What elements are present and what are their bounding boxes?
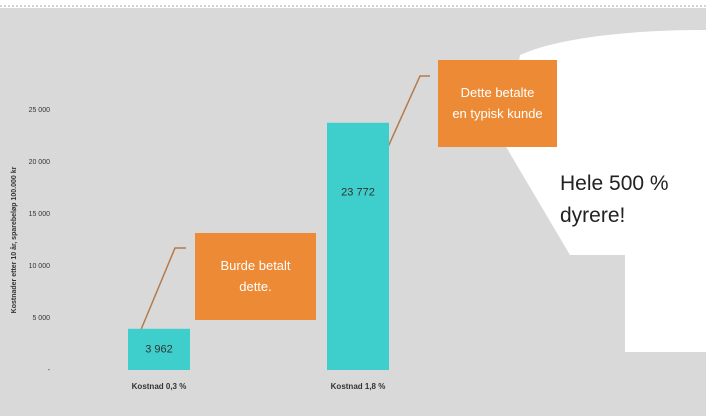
connector xyxy=(139,247,186,333)
y-tick-label: 15 000 xyxy=(29,211,51,218)
annotation: Dette betalte en typisk kunde xyxy=(438,60,557,147)
bar xyxy=(128,328,190,370)
y-tick-label: - xyxy=(48,367,51,374)
annotation: Burde betalt dette. xyxy=(195,233,316,320)
connector xyxy=(382,75,430,159)
y-tick-label: 10 000 xyxy=(29,263,51,270)
y-tick-label: 25 000 xyxy=(29,107,51,114)
bar xyxy=(327,122,389,370)
x-tick-label: Kostnad 1,8 % xyxy=(331,382,386,391)
y-tick-label: 5 000 xyxy=(32,315,50,322)
value-label: 3 962 xyxy=(145,343,173,355)
top-strip xyxy=(0,0,706,8)
y-tick-label: 20 000 xyxy=(29,159,51,166)
x-tick-label: Kostnad 0,3 % xyxy=(132,382,187,391)
value-label: 23 772 xyxy=(341,187,375,199)
y-axis-title: Kostnader etter 10 år, sparebeløp 100.00… xyxy=(10,166,18,313)
annotation: Hele 500 % dyrere! xyxy=(560,172,669,227)
